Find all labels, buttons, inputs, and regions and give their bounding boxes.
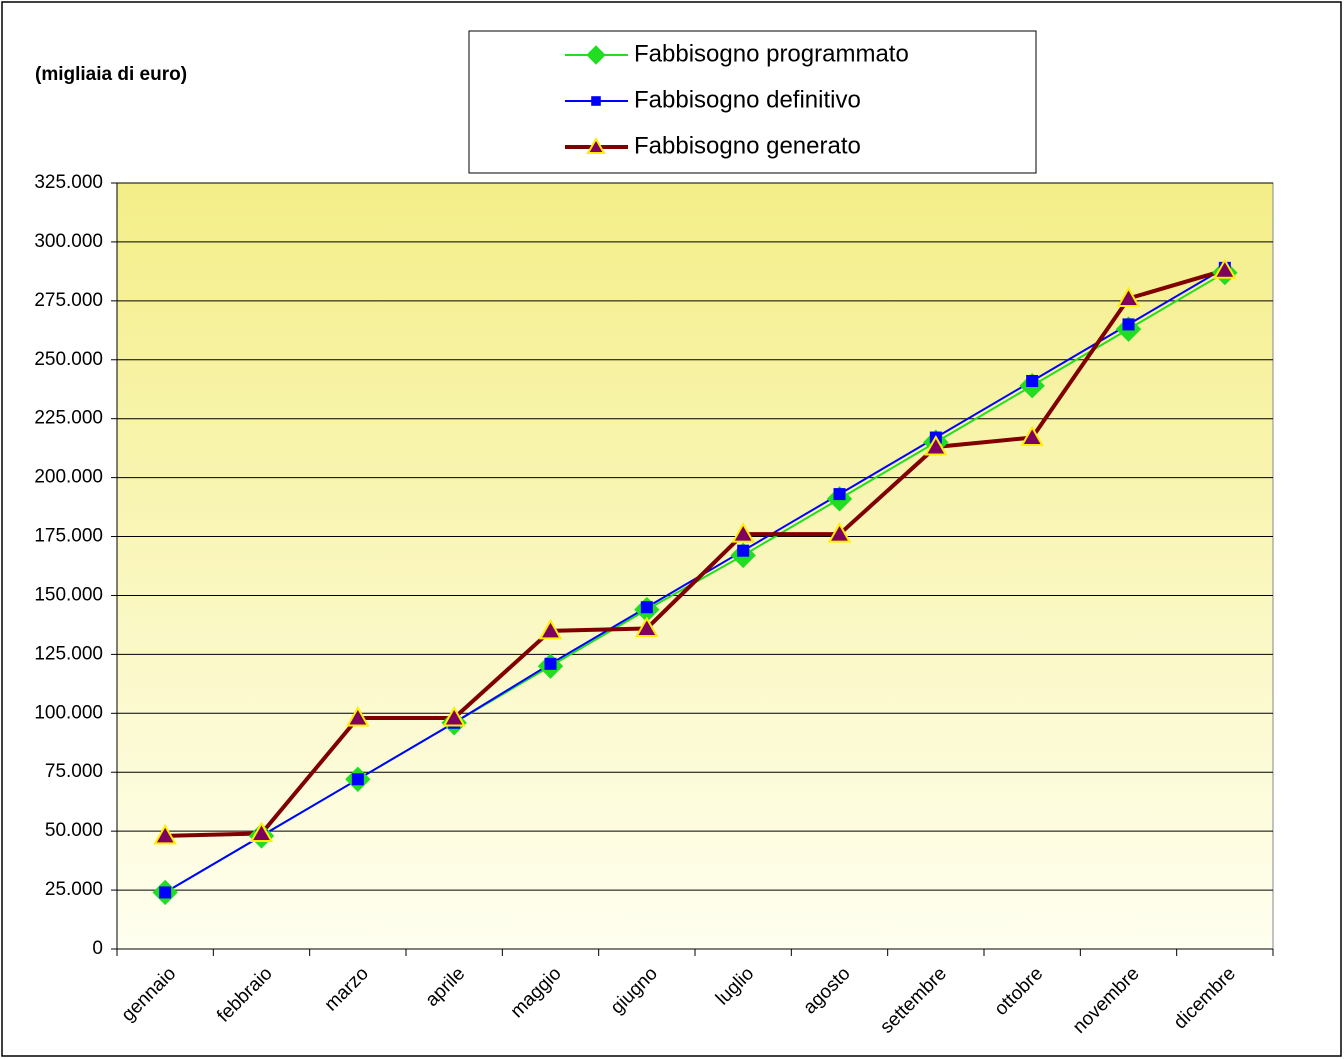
y-tick-label: 200.000: [34, 467, 103, 488]
point: [827, 522, 852, 543]
legend-label: Fabbisogno programmato: [634, 40, 909, 67]
point: [833, 488, 846, 501]
legend-marker: [591, 96, 601, 106]
legend-label: Fabbisogno definitivo: [634, 86, 861, 113]
y-tick-label: 325.000: [34, 172, 103, 193]
plot-area: [116, 182, 1274, 950]
y-tick-label: 300.000: [34, 231, 103, 252]
y-tick-label: 50.000: [45, 820, 103, 841]
y-tick-label: 0: [92, 938, 103, 959]
point: [351, 773, 364, 786]
point: [1122, 318, 1135, 331]
y-tick-label: 150.000: [34, 584, 103, 605]
point: [153, 823, 177, 845]
y-tick-label: 75.000: [45, 761, 103, 782]
point: [544, 657, 557, 670]
series-line: [165, 268, 1226, 838]
y-tick-label: 250.000: [34, 349, 103, 370]
point: [635, 616, 659, 637]
y-tick-label: 225.000: [34, 408, 103, 429]
point: [538, 618, 563, 640]
legend-marker: [586, 136, 606, 154]
legend-label: Fabbisogno generato: [634, 132, 861, 159]
point: [924, 434, 948, 456]
point: [442, 706, 466, 727]
chart-title: (migliaia di euro): [35, 64, 187, 85]
point: [1213, 258, 1237, 279]
point: [249, 821, 274, 843]
legend: [468, 30, 1037, 174]
point: [1116, 286, 1141, 307]
y-tick-label: 125.000: [34, 643, 103, 664]
point: [1020, 425, 1044, 447]
point: [731, 522, 755, 543]
y-tick-label: 100.000: [34, 702, 103, 723]
point: [640, 601, 653, 614]
y-tick-label: 25.000: [45, 879, 103, 900]
point: [737, 544, 750, 557]
point: [159, 886, 172, 899]
point: [1026, 374, 1039, 387]
y-tick-label: 275.000: [34, 290, 103, 311]
legend-marker: [586, 45, 606, 65]
point: [346, 706, 370, 727]
y-tick-label: 175.000: [34, 526, 103, 547]
